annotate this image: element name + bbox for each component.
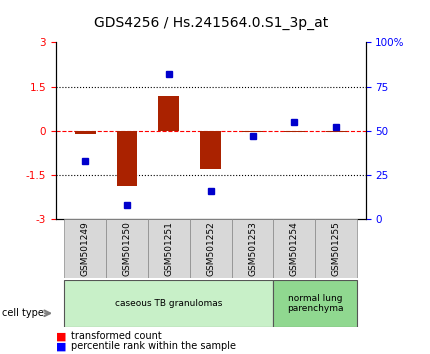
Text: caseous TB granulomas: caseous TB granulomas bbox=[115, 299, 223, 308]
Bar bbox=[232, 219, 273, 278]
Text: GSM501254: GSM501254 bbox=[290, 221, 299, 276]
Bar bbox=[190, 219, 232, 278]
Bar bbox=[64, 219, 106, 278]
Bar bbox=[284, 131, 305, 132]
Text: normal lung
parenchyma: normal lung parenchyma bbox=[287, 294, 344, 313]
Text: GDS4256 / Hs.241564.0.S1_3p_at: GDS4256 / Hs.241564.0.S1_3p_at bbox=[94, 16, 328, 30]
Text: ■: ■ bbox=[56, 331, 66, 341]
Bar bbox=[326, 131, 347, 132]
Bar bbox=[117, 131, 138, 185]
Text: GSM501255: GSM501255 bbox=[332, 221, 341, 276]
Bar bbox=[273, 219, 315, 278]
Bar bbox=[315, 219, 357, 278]
Bar bbox=[158, 96, 179, 131]
Text: cell type: cell type bbox=[2, 308, 44, 318]
Text: GSM501252: GSM501252 bbox=[206, 221, 215, 276]
Bar bbox=[148, 219, 190, 278]
Bar bbox=[242, 131, 263, 132]
Text: GSM501249: GSM501249 bbox=[81, 221, 90, 276]
Text: ■: ■ bbox=[56, 341, 66, 351]
Text: transformed count: transformed count bbox=[71, 331, 162, 341]
Bar bbox=[64, 280, 273, 327]
Bar bbox=[75, 131, 95, 134]
Text: GSM501250: GSM501250 bbox=[123, 221, 132, 276]
Bar bbox=[106, 219, 148, 278]
Bar bbox=[273, 280, 357, 327]
Bar bbox=[200, 131, 221, 169]
Text: percentile rank within the sample: percentile rank within the sample bbox=[71, 341, 236, 351]
Text: GSM501253: GSM501253 bbox=[248, 221, 257, 276]
Text: GSM501251: GSM501251 bbox=[164, 221, 173, 276]
